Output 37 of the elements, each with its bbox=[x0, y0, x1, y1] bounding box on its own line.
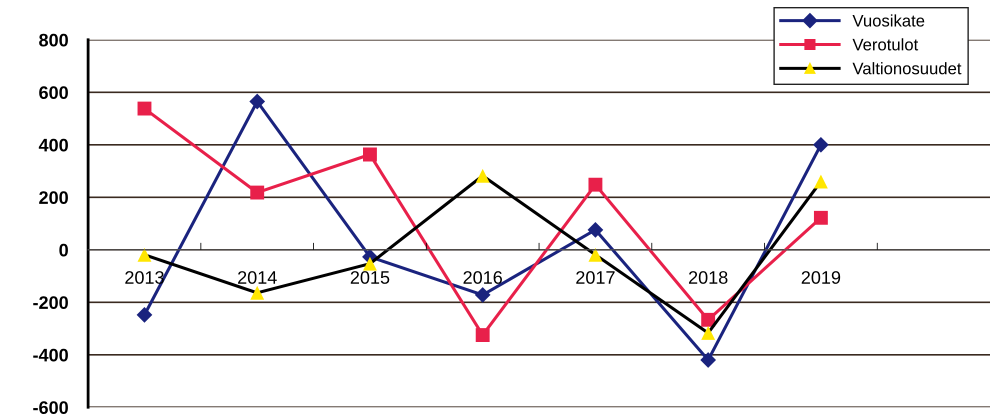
y-tick-label: 800 bbox=[39, 34, 68, 47]
point bbox=[814, 210, 828, 225]
y-tick-label: 600 bbox=[39, 86, 68, 100]
point bbox=[813, 137, 828, 152]
point bbox=[701, 326, 716, 340]
legend-label: Vuosikate bbox=[852, 14, 924, 27]
point bbox=[475, 287, 490, 302]
x-tick-label: 2018 bbox=[688, 271, 728, 284]
point bbox=[701, 312, 716, 327]
point bbox=[588, 248, 602, 262]
point bbox=[250, 186, 264, 200]
x-tick-label: 2014 bbox=[238, 271, 277, 284]
y-tick-label: 400 bbox=[38, 138, 68, 152]
x-tick-label: 2017 bbox=[576, 271, 615, 284]
point bbox=[250, 94, 265, 110]
y-tick-label: 0 bbox=[59, 244, 68, 257]
point bbox=[363, 148, 377, 162]
y-tick-label: 200 bbox=[39, 191, 68, 204]
point bbox=[476, 328, 490, 342]
y-tick-label: -200 bbox=[33, 296, 68, 309]
point bbox=[700, 352, 716, 368]
point bbox=[363, 256, 377, 271]
point bbox=[476, 168, 490, 183]
legend-label: Verotulot bbox=[852, 38, 918, 50]
x-tick-label: 2016 bbox=[464, 271, 502, 284]
point bbox=[814, 174, 828, 188]
point bbox=[136, 307, 152, 322]
point bbox=[588, 178, 602, 192]
point bbox=[588, 222, 603, 238]
point bbox=[250, 286, 264, 300]
x-tick-label: 2019 bbox=[802, 271, 840, 284]
point bbox=[138, 102, 152, 116]
legend-label: Valtionosuudet bbox=[852, 62, 962, 74]
y-tick-label: -600 bbox=[33, 401, 68, 414]
x-tick-label: 2015 bbox=[350, 271, 390, 284]
point bbox=[138, 248, 152, 262]
y-tick-label: -400 bbox=[33, 348, 68, 362]
